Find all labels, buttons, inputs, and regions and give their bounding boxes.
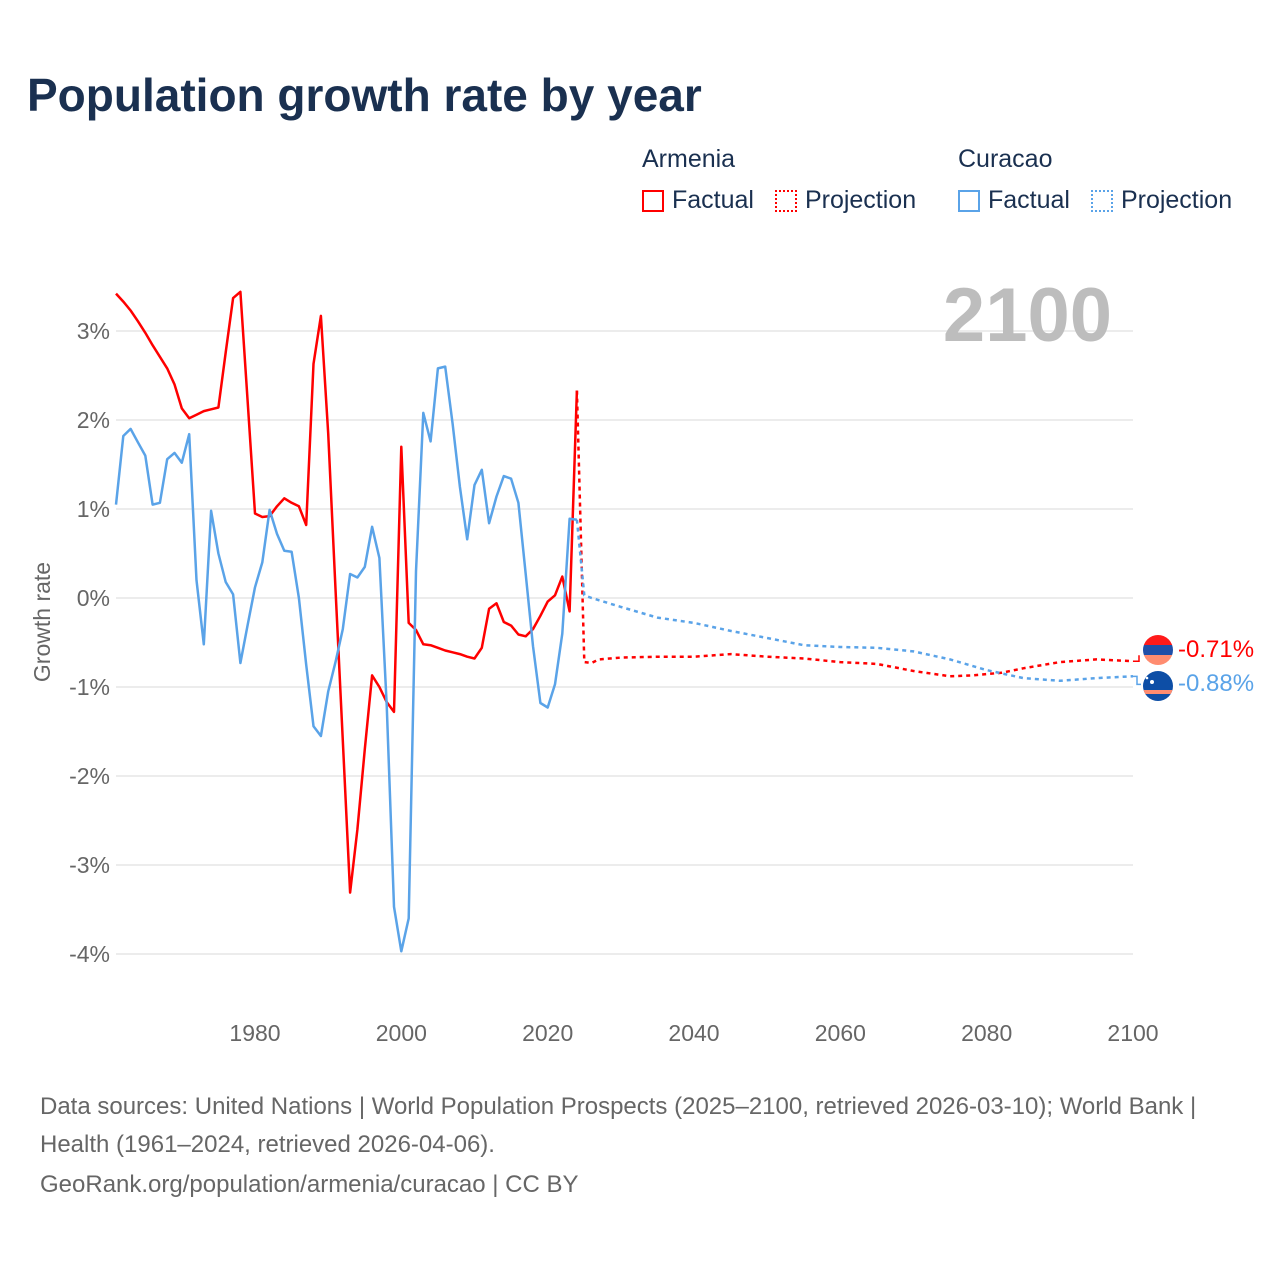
y-axis-label: Growth rate xyxy=(29,562,55,682)
legend-armenia-factual[interactable]: Factual xyxy=(642,186,754,215)
legend-label: Projection xyxy=(1120,186,1233,214)
chart-title: Population growth rate by year xyxy=(27,69,702,121)
curacao-flag-icon xyxy=(1143,671,1173,701)
curacao-leader xyxy=(1133,675,1141,686)
armenia-projection-line xyxy=(575,390,1134,678)
x-tick-label: 2100 xyxy=(1107,1020,1158,1046)
x-tick-label: 2080 xyxy=(961,1020,1012,1046)
x-tick-label: 2040 xyxy=(668,1020,719,1046)
x-tick-label: 2020 xyxy=(522,1020,573,1046)
current-year-label: 2100 xyxy=(942,273,1112,358)
y-tick-label: 3% xyxy=(77,318,110,344)
end-label-curacao: -0.88% xyxy=(1178,670,1255,697)
legend-swatch-dotted-icon xyxy=(1090,189,1113,212)
y-tick-label: 2% xyxy=(77,407,110,433)
x-tick-label: 2000 xyxy=(376,1020,427,1046)
legend-title-curacao: Curacao xyxy=(958,145,1053,173)
y-tick-label: -4% xyxy=(69,941,110,967)
armenia-flag-icon xyxy=(1143,635,1173,665)
data-sources: Data sources: United Nations | World Pop… xyxy=(40,1093,1197,1158)
legend-label: Factual xyxy=(988,186,1070,214)
legend-armenia: Armenia Factual Projection xyxy=(642,145,930,219)
credit-link[interactable]: GeoRank.org/population/armenia/curacao |… xyxy=(40,1171,579,1198)
y-tick-label: -2% xyxy=(69,763,110,789)
y-tick-label: 0% xyxy=(77,585,110,611)
footer: Data sources: United Nations | World Pop… xyxy=(40,1088,1240,1204)
armenia-leader xyxy=(1133,655,1140,662)
legend-curacao: Curacao Factual Projection xyxy=(958,145,1232,219)
legend-curacao-factual[interactable]: Factual xyxy=(958,186,1070,215)
x-tick-label: 1980 xyxy=(229,1020,280,1046)
end-label-armenia: -0.71% xyxy=(1178,636,1255,663)
legend-swatch-solid-icon xyxy=(642,189,664,212)
y-tick-label: 1% xyxy=(77,496,110,522)
legend-swatch-solid-icon xyxy=(958,189,980,212)
legend-label: Projection xyxy=(804,186,917,214)
x-tick-label: 2060 xyxy=(815,1020,866,1046)
legend-swatch-dotted-icon xyxy=(774,189,797,212)
legend-curacao-projection[interactable]: Projection xyxy=(1090,186,1233,215)
legend-label: Factual xyxy=(672,186,754,214)
curacao-projection-line xyxy=(575,519,1134,683)
legend-armenia-projection[interactable]: Projection xyxy=(774,186,917,215)
armenia-factual-line xyxy=(115,290,579,894)
y-tick-label: -3% xyxy=(69,852,110,878)
legend-title-armenia: Armenia xyxy=(642,145,736,173)
y-tick-label: -1% xyxy=(69,674,110,700)
curacao-factual-line xyxy=(114,365,578,953)
